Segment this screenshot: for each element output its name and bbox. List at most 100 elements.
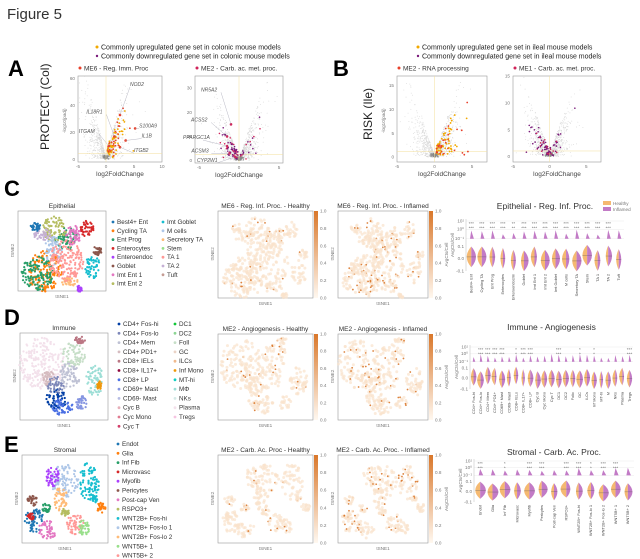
gene-point <box>86 80 87 82</box>
gene-point <box>93 145 95 147</box>
gene-point <box>92 154 94 156</box>
highlighted-gene-point <box>223 133 226 136</box>
highlighted-gene-point <box>528 124 531 127</box>
gene-point <box>91 139 93 141</box>
gene-point <box>247 132 249 134</box>
highlighted-gene-point <box>235 148 238 151</box>
gene-point <box>423 124 425 126</box>
gene-point <box>251 155 253 157</box>
gene-point <box>527 115 529 117</box>
gene-point <box>102 157 104 159</box>
gene-point <box>233 159 235 161</box>
cell-point <box>66 256 70 259</box>
highlighted-gene-point <box>113 140 115 143</box>
gene-point <box>424 147 426 149</box>
gene-point <box>112 154 114 156</box>
gene-point <box>554 148 556 150</box>
gene-point <box>540 130 542 132</box>
gene-point <box>423 125 425 127</box>
gene-point <box>102 152 104 154</box>
gene-point <box>538 151 539 153</box>
gene-point <box>99 139 101 141</box>
gene-point <box>121 137 122 139</box>
cell-point <box>81 262 84 266</box>
gene-point <box>96 128 98 130</box>
cell-point <box>45 274 48 278</box>
gene-point <box>103 157 105 159</box>
gene-point <box>560 129 562 131</box>
gene-point <box>121 104 123 106</box>
gene-point <box>418 154 420 155</box>
gene-point <box>224 139 226 141</box>
gene-point <box>446 145 448 147</box>
cell-point <box>39 268 43 271</box>
gene-point <box>253 147 255 149</box>
cell-point <box>25 278 28 281</box>
cell-point <box>27 275 30 278</box>
gene-point <box>563 118 565 120</box>
gene-point <box>242 159 244 161</box>
gene-point <box>251 136 252 137</box>
gene-point <box>447 132 449 134</box>
gene-point <box>409 128 411 130</box>
gene-point <box>89 123 91 125</box>
gene-point <box>530 141 532 142</box>
gene-point <box>524 133 526 134</box>
highlighted-gene-point <box>534 141 536 143</box>
gene-point <box>253 129 255 131</box>
highlighted-gene-point <box>255 152 257 154</box>
gene-point <box>559 144 561 146</box>
gene-point <box>221 155 223 157</box>
cell-point <box>36 288 39 291</box>
gene-point <box>570 155 572 157</box>
gene-point <box>452 137 454 139</box>
gene-point <box>530 144 532 146</box>
gene-point <box>429 148 431 149</box>
gene-point <box>132 81 134 83</box>
gene-point <box>569 122 571 123</box>
gene-point <box>535 145 537 147</box>
cell-point <box>37 264 40 268</box>
gene-point <box>110 137 112 139</box>
gene-point <box>525 136 527 138</box>
gene-point <box>230 140 232 142</box>
gene-point <box>97 127 99 129</box>
cell-point <box>69 260 72 263</box>
gene-point <box>426 137 427 139</box>
cell-point <box>66 236 70 239</box>
cell-point <box>35 228 38 231</box>
cell-point <box>96 247 99 250</box>
gene-point <box>557 155 559 157</box>
gene-point <box>425 153 427 155</box>
gene-point <box>224 149 226 151</box>
gene-point <box>110 157 111 159</box>
gene-point <box>419 132 421 134</box>
cell-point <box>55 236 58 240</box>
gene-point <box>450 140 452 142</box>
gene-point <box>421 135 423 137</box>
gene-point <box>224 158 226 160</box>
gene-point <box>240 156 242 158</box>
cell-point <box>42 230 45 233</box>
highlighted-gene-point <box>539 135 541 138</box>
gene-point <box>245 139 247 140</box>
cell-point <box>65 234 68 237</box>
cell-point <box>46 283 49 286</box>
cell-point <box>48 280 51 284</box>
gene-point <box>113 125 115 127</box>
cell-point <box>44 290 47 293</box>
gene-point <box>253 138 255 140</box>
gene-point <box>95 117 97 119</box>
x-tick-label: 5 <box>471 164 474 169</box>
cell-point <box>29 260 32 263</box>
x-axis-label: log2FoldChange <box>215 172 263 179</box>
gene-point <box>451 153 453 155</box>
highlighted-gene-point <box>108 140 111 143</box>
highlighted-gene-point <box>118 130 121 133</box>
gene-point <box>532 137 534 139</box>
gene-point <box>428 153 430 155</box>
gene-point <box>446 149 447 151</box>
gene-point <box>440 140 442 141</box>
gene-point <box>265 124 266 126</box>
gene-point <box>424 130 426 132</box>
